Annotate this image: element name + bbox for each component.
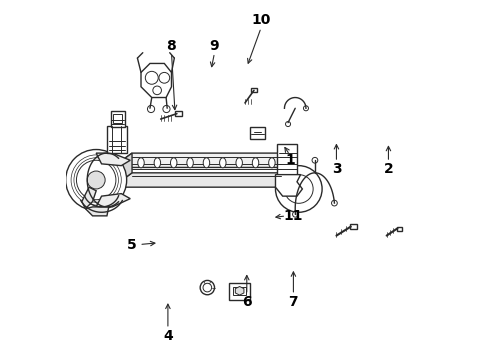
Circle shape [159, 72, 170, 83]
Polygon shape [96, 153, 130, 166]
Ellipse shape [154, 158, 161, 168]
Bar [397, 226, 402, 231]
Bar [277, 144, 297, 175]
Ellipse shape [187, 158, 194, 168]
Ellipse shape [203, 158, 210, 168]
Circle shape [275, 166, 322, 212]
Circle shape [163, 105, 170, 113]
Ellipse shape [171, 158, 177, 168]
Bar [113, 114, 122, 123]
Text: 11: 11 [284, 209, 303, 223]
Circle shape [286, 122, 291, 127]
Bar [233, 287, 246, 295]
Circle shape [200, 280, 215, 295]
Polygon shape [82, 187, 96, 209]
Polygon shape [85, 207, 109, 216]
Circle shape [312, 157, 318, 163]
Bar [175, 111, 181, 116]
Bar [229, 283, 250, 300]
Text: 7: 7 [289, 295, 298, 309]
Polygon shape [141, 63, 171, 98]
Circle shape [153, 86, 161, 95]
Text: 9: 9 [210, 39, 220, 53]
Bar [111, 111, 125, 127]
Text: 6: 6 [242, 295, 251, 309]
Bar [251, 88, 257, 92]
Circle shape [303, 106, 309, 111]
Text: 2: 2 [384, 162, 393, 176]
Text: 4: 4 [163, 329, 173, 343]
Polygon shape [235, 287, 244, 295]
Circle shape [293, 211, 298, 217]
Circle shape [146, 71, 158, 84]
Text: 5: 5 [127, 238, 137, 252]
Polygon shape [96, 194, 130, 207]
Ellipse shape [236, 158, 243, 168]
Circle shape [66, 149, 126, 211]
Bar [350, 224, 357, 229]
Ellipse shape [138, 158, 144, 168]
Ellipse shape [269, 158, 275, 168]
Text: 1: 1 [285, 153, 294, 167]
Circle shape [76, 160, 116, 200]
Polygon shape [112, 173, 281, 187]
Bar [107, 126, 126, 153]
Text: 8: 8 [167, 39, 176, 53]
Polygon shape [112, 153, 132, 187]
Polygon shape [275, 175, 302, 196]
Circle shape [87, 171, 105, 189]
Circle shape [332, 200, 337, 206]
Ellipse shape [220, 158, 226, 168]
Circle shape [203, 283, 212, 292]
Circle shape [147, 105, 155, 113]
Bar [250, 127, 266, 139]
Polygon shape [112, 153, 281, 167]
Circle shape [285, 175, 313, 203]
Text: 3: 3 [332, 162, 341, 176]
Text: 10: 10 [251, 13, 271, 27]
Ellipse shape [252, 158, 259, 168]
